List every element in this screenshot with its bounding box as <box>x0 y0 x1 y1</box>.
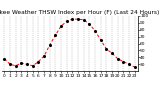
Point <box>83 19 85 21</box>
Point <box>116 58 119 60</box>
Title: Milwaukee Weather THSW Index per Hour (F) (Last 24 Hours): Milwaukee Weather THSW Index per Hour (F… <box>0 10 160 15</box>
Point <box>37 61 40 62</box>
Point <box>3 58 6 60</box>
Point <box>43 55 45 57</box>
Point <box>48 44 51 46</box>
Point <box>20 62 23 64</box>
Point <box>15 65 17 66</box>
Point <box>128 64 130 65</box>
Point <box>26 64 28 65</box>
Point <box>100 39 102 41</box>
Point <box>105 48 108 50</box>
Point <box>9 64 11 65</box>
Point <box>32 65 34 66</box>
Point <box>65 21 68 22</box>
Point <box>111 53 113 54</box>
Point <box>54 34 57 36</box>
Point <box>60 25 62 27</box>
Point <box>94 30 96 32</box>
Point <box>133 66 136 68</box>
Point <box>77 18 79 20</box>
Point <box>71 18 74 20</box>
Point <box>88 23 91 25</box>
Point <box>122 61 125 62</box>
